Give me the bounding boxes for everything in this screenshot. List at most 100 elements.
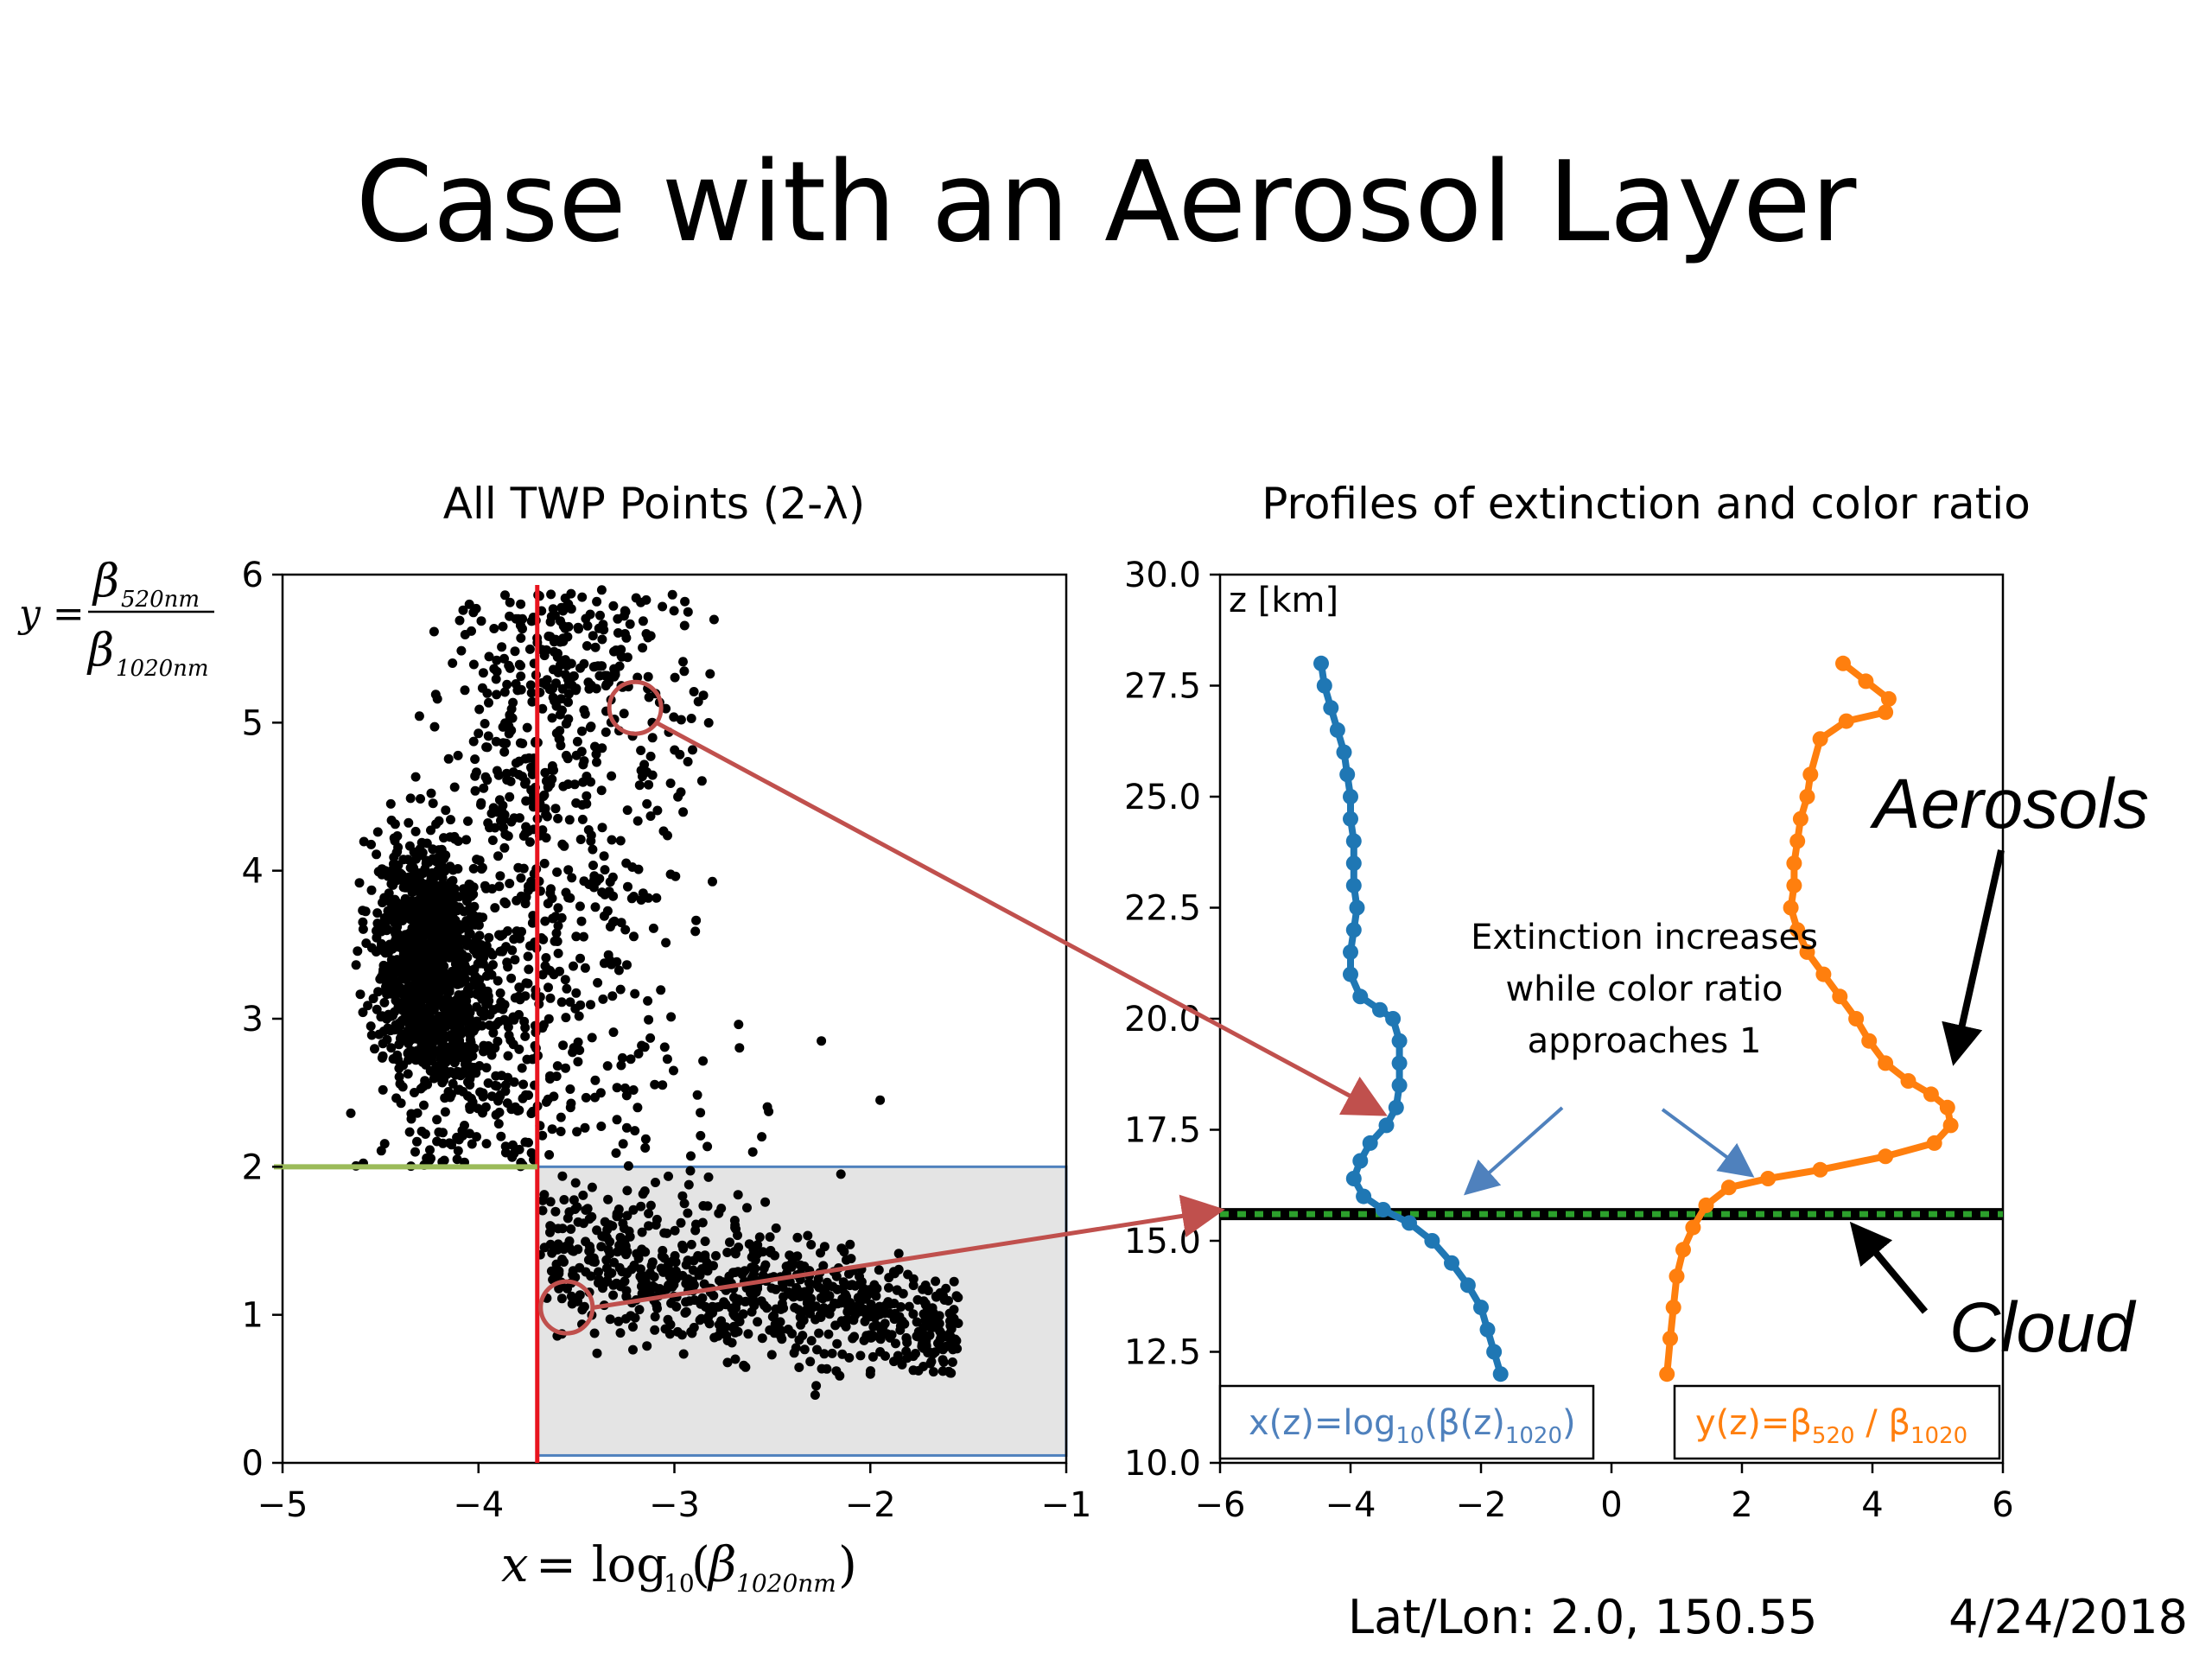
scatter-point (643, 995, 653, 1006)
scatter-point (628, 1085, 639, 1095)
scatter-point (441, 805, 451, 816)
scatter-point (611, 1148, 621, 1158)
scatter-point (408, 1014, 418, 1024)
scatter-point (729, 1293, 739, 1303)
scatter-point (632, 1103, 643, 1113)
scatter-point (592, 1348, 602, 1358)
scatter-point (595, 610, 605, 620)
scatter-point (479, 783, 489, 793)
scatter-point (558, 621, 569, 632)
scatter-point (618, 1139, 628, 1149)
scatter-point (893, 1249, 904, 1259)
scatter-point (645, 751, 656, 761)
scatter-point (695, 1270, 705, 1281)
color-ratio-profile-point (1783, 899, 1799, 916)
scatter-point (383, 925, 393, 935)
scatter-point (402, 935, 412, 945)
scatter-point (481, 1063, 492, 1073)
scatter-point (482, 775, 493, 785)
scatter-point (902, 1338, 912, 1348)
color-ratio-profile-point (1878, 704, 1894, 721)
scatter-point (620, 925, 631, 935)
scatter-point (837, 1284, 848, 1294)
scatter-point (592, 596, 602, 607)
scatter-point (801, 1305, 811, 1315)
scatter-point (588, 861, 598, 870)
scatter-point (696, 1313, 707, 1324)
scatter-point (496, 1131, 506, 1141)
color-ratio-profile-point (1878, 1055, 1894, 1071)
scatter-point (492, 766, 502, 776)
scatter-point (518, 1079, 529, 1090)
color-ratio-profile-point (1786, 877, 1802, 893)
scatter-point (524, 886, 533, 896)
color-ratio-profile-point (1789, 922, 1806, 938)
scatter-point (585, 722, 595, 733)
scatter-point (489, 624, 499, 633)
color-ratio-profile-point (1662, 1331, 1678, 1347)
scatter-point (929, 1313, 939, 1323)
scatter-point (483, 731, 493, 741)
scatter-point (587, 1033, 597, 1043)
color-ratio-profile-point (1900, 1073, 1916, 1089)
scatter-point (795, 1260, 805, 1270)
scatter-point (410, 772, 421, 782)
scatter-point (803, 1230, 813, 1241)
scatter-point (538, 791, 549, 802)
scatter-point (686, 714, 696, 723)
scatter-point (392, 922, 403, 932)
scatter-point (626, 1311, 636, 1321)
scatter-point (480, 880, 490, 891)
scatter-point (676, 787, 686, 798)
scatter-point (525, 680, 536, 690)
scatter-point (806, 1336, 817, 1346)
scatter-point (546, 1222, 556, 1231)
scatter-point (600, 1217, 610, 1227)
scatter-point (542, 811, 552, 822)
scatter-point (632, 816, 643, 826)
scatter-point (633, 864, 644, 874)
scatter-point (425, 1145, 435, 1155)
extinction-profile-point (1343, 944, 1358, 960)
profile-xtick-label: −4 (1325, 1485, 1376, 1525)
scatter-point (652, 893, 662, 903)
scatter-point (485, 1020, 494, 1030)
scatter-point (586, 777, 596, 787)
scatter-point (681, 1279, 691, 1288)
scatter-point (638, 643, 648, 653)
extinction-profile-point (1345, 1171, 1362, 1186)
scatter-point (514, 982, 524, 993)
scatter-point (638, 616, 648, 626)
scatter-point (508, 767, 518, 778)
scatter-point (526, 688, 537, 698)
scatter-point (474, 704, 485, 715)
scatter-point (880, 1308, 890, 1319)
scatter-point (398, 1014, 409, 1025)
scatter-point (476, 616, 486, 626)
color-ratio-profile-point (1858, 673, 1874, 690)
scatter-point (896, 1302, 906, 1312)
scatter-point (541, 953, 551, 963)
scatter-point (477, 683, 487, 693)
scatter-point (812, 1344, 822, 1355)
scatter-point (681, 1297, 691, 1307)
scatter-point (920, 1315, 930, 1325)
scatter-point (729, 1216, 740, 1225)
scatter-point (597, 823, 607, 833)
scatter-point (594, 1278, 603, 1288)
scatter-point (487, 950, 498, 960)
scatter-point (574, 1011, 584, 1021)
svg-text:): ) (838, 1537, 857, 1593)
scatter-point (486, 808, 497, 818)
scatter-point (554, 1283, 564, 1294)
scatter-point (492, 690, 502, 700)
scatter-point (819, 1349, 830, 1359)
scatter-point (551, 928, 562, 938)
extinction-profile-point (1343, 810, 1358, 827)
scatter-point (686, 1151, 696, 1161)
scatter-point (613, 613, 623, 624)
scatter-point (658, 601, 668, 612)
extinction-profile-point (1459, 1277, 1476, 1294)
scatter-point (733, 1230, 742, 1241)
scatter-point (897, 1359, 907, 1370)
